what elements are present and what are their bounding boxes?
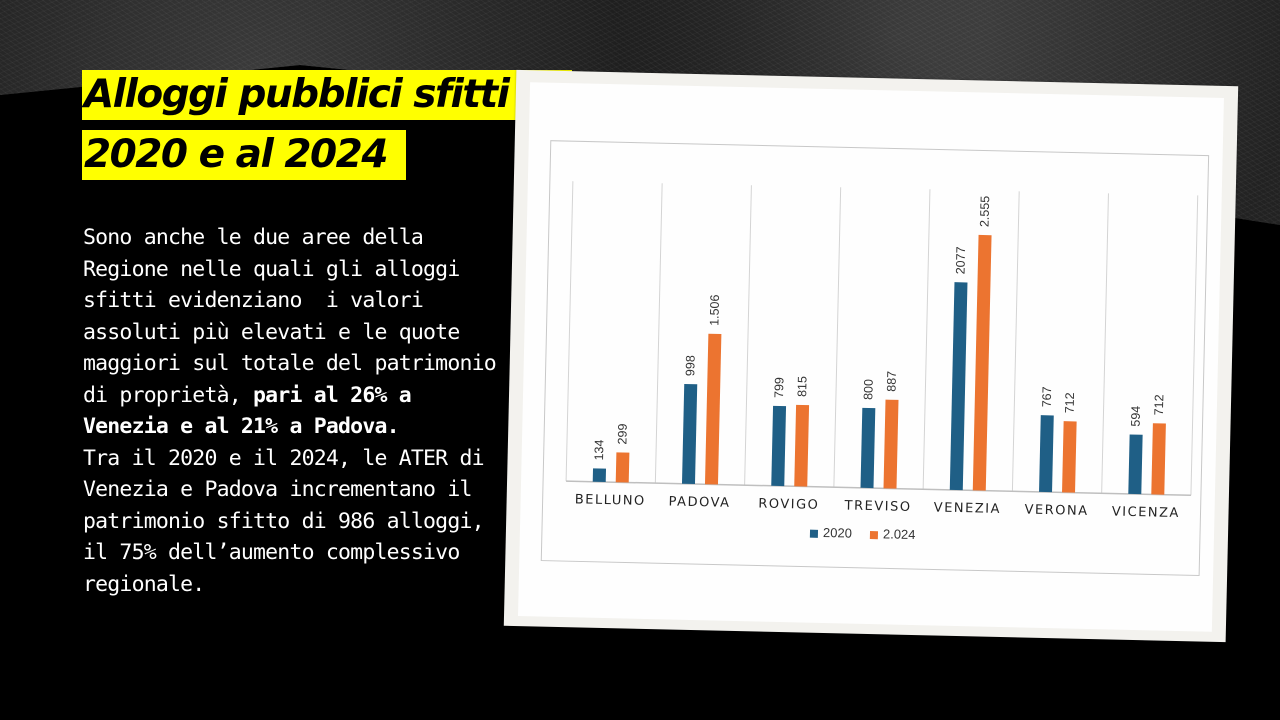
data-label: 2.555 (978, 196, 993, 228)
paragraph-1-bold: pari al 26% a Venezia e al 21% a Padova. (83, 382, 424, 440)
legend-label-2.024: 2.024 (883, 526, 916, 542)
bar-vicenza-2020 (1128, 434, 1143, 495)
legend-swatch-2020 (809, 529, 819, 538)
x-tick-label: VENEZIA (934, 500, 1002, 517)
chart-card: 134 299 BELLUNO 998 1.506 PADOVA 799 815 ROVIGO 8… (503, 69, 1239, 643)
grid-line (565, 181, 574, 482)
data-label: 767 (1040, 386, 1054, 407)
data-label: 815 (795, 376, 809, 397)
x-tick-label: PADOVA (668, 494, 730, 510)
bar-verona-2.024 (1062, 421, 1077, 493)
data-label: 594 (1129, 406, 1143, 427)
bar-verona-2020 (1039, 415, 1054, 493)
bar-treviso-2020 (860, 407, 876, 489)
bar-chart: 134 299 BELLUNO 998 1.506 PADOVA 799 815 ROVIGO 8… (540, 140, 1210, 577)
bar-vicenza-2.024 (1151, 423, 1166, 495)
bar-rovigo-2020 (771, 405, 787, 487)
bar-rovigo-2.024 (794, 404, 810, 487)
bar-belluno-2.024 (615, 452, 630, 483)
grid-line (654, 183, 663, 484)
x-tick-label: VERONA (1024, 503, 1088, 519)
legend-label-2020: 2020 (823, 525, 852, 541)
title-line-1: Alloggi pubblici sfitti al (82, 70, 572, 120)
x-tick-label: BELLUNO (575, 492, 646, 509)
x-axis-line (566, 480, 1191, 497)
paragraph-1: Sono anche le due aree della Regione nel… (83, 225, 509, 408)
data-label: 2077 (953, 246, 968, 274)
data-label: 134 (592, 439, 606, 460)
grid-line (922, 189, 931, 490)
paragraph-2: Tra il 2020 e il 2024, le ATER di Venezi… (83, 445, 496, 597)
bar-belluno-2020 (592, 468, 607, 483)
title-line-2: 2020 e al 2024 (82, 130, 406, 180)
grid-line (1190, 195, 1199, 496)
grid-line (1101, 193, 1109, 494)
data-label: 998 (683, 355, 697, 376)
grid-line (744, 185, 752, 486)
legend-swatch-2.024 (869, 531, 879, 540)
grid-line (833, 187, 842, 488)
bar-padova-2.024 (704, 333, 722, 485)
data-label: 1.506 (707, 294, 722, 326)
data-label: 712 (1063, 392, 1077, 413)
data-label: 887 (884, 371, 898, 392)
data-label: 800 (861, 379, 875, 400)
bar-padova-2020 (681, 383, 698, 485)
bar-treviso-2.024 (883, 399, 899, 489)
chart-frame (540, 140, 1210, 577)
data-label: 712 (1152, 394, 1166, 415)
data-label: 799 (772, 377, 786, 398)
x-tick-label: ROVIGO (758, 496, 819, 512)
x-tick-label: VICENZA (1112, 505, 1180, 522)
chart-card-inner: 134 299 BELLUNO 998 1.506 PADOVA 799 815 ROVIGO 8… (518, 82, 1224, 632)
x-tick-label: TREVISO (843, 498, 911, 515)
grid-line (1011, 191, 1020, 492)
bar-venezia-2.024 (972, 234, 992, 491)
body-text: Sono anche le due aree della Regione nel… (83, 222, 503, 600)
bar-venezia-2020 (949, 282, 968, 491)
data-label: 299 (615, 423, 629, 444)
